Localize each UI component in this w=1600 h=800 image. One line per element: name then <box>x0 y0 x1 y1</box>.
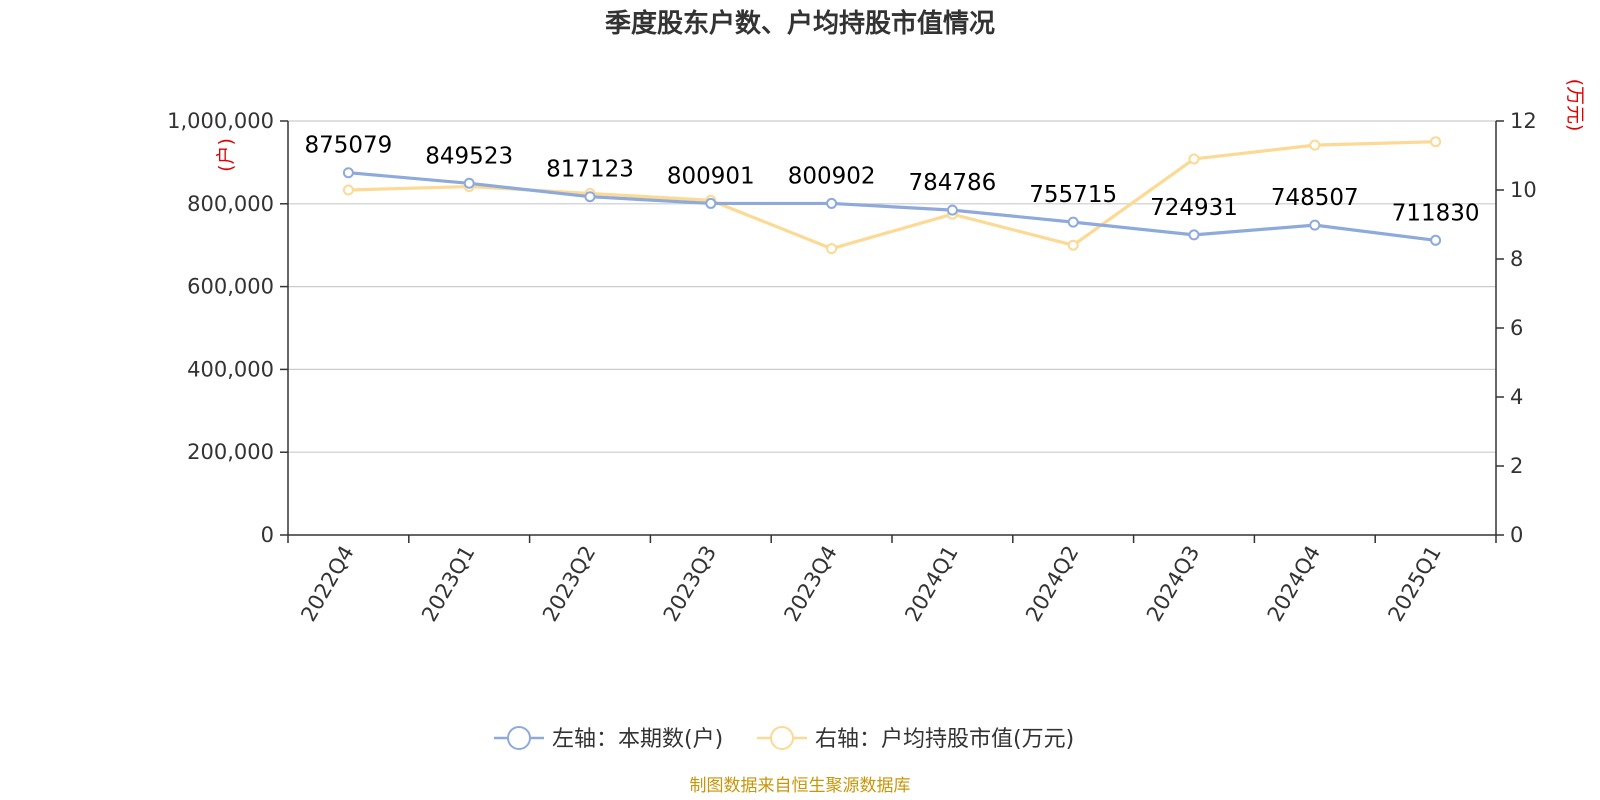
right-axis-tick-label: 10 <box>1510 178 1537 202</box>
grid-lines <box>288 120 1496 453</box>
data-point-right <box>826 243 838 255</box>
x-axis-tick-label: 2024Q2 <box>1021 542 1083 626</box>
legend-circle-icon <box>507 726 531 750</box>
legend-circle-icon <box>770 726 794 750</box>
chart-title: 季度股东户数、户均持股市值情况 <box>605 8 995 39</box>
left-axis-tick-label: 0 <box>261 523 274 547</box>
data-labels: 875079 849523 817123 800901 800902 784786 7557… <box>304 133 1479 227</box>
left-axis-tick-label: 200,000 <box>187 440 274 464</box>
x-axis-tick-label: 2023Q4 <box>779 542 841 626</box>
right-axis-tick-label: 12 <box>1510 109 1537 133</box>
x-axis-tick-label: 2023Q2 <box>538 542 600 626</box>
data-point-left <box>463 177 475 189</box>
data-label: 817123 <box>546 157 634 183</box>
data-point-right <box>1188 153 1200 165</box>
legend: 左轴：本期数(户) 右轴：户均持股市值(万元) <box>494 726 1074 752</box>
data-point-right <box>1309 139 1321 151</box>
data-point-left <box>705 197 717 209</box>
x-axis-tick-label: 2025Q1 <box>1383 542 1445 626</box>
data-label: 875079 <box>304 133 392 159</box>
data-point-left <box>826 197 838 209</box>
left-axis-tick-label: 600,000 <box>187 275 274 299</box>
series-line-left <box>348 171 1436 242</box>
x-axis-tick-label: 2024Q3 <box>1142 542 1204 626</box>
series <box>342 136 1442 255</box>
x-axis-tick-label: 2024Q4 <box>1263 542 1325 626</box>
data-point-left <box>342 167 354 179</box>
data-point-left <box>1067 216 1079 228</box>
right-axis-tick-label: 6 <box>1510 316 1523 340</box>
data-label: 711830 <box>1392 200 1480 226</box>
data-label: 724931 <box>1150 195 1238 221</box>
right-axis-unit: (万元) <box>1564 79 1586 132</box>
legend-label: 右轴：户均持股市值(万元) <box>815 727 1074 752</box>
data-label: 784786 <box>908 170 996 196</box>
x-axis-tick-label: 2023Q1 <box>417 542 479 626</box>
x-axis-tick-label: 2024Q1 <box>900 542 962 626</box>
data-label: 800901 <box>667 163 755 189</box>
data-point-left <box>1430 234 1442 246</box>
data-point-right <box>342 184 354 196</box>
data-point-left <box>946 204 958 216</box>
data-label: 849523 <box>425 143 513 169</box>
data-label: 755715 <box>1029 182 1117 208</box>
legend-item-right-axis: 右轴：户均持股市值(万元) <box>757 726 1074 752</box>
right-axis-tick-label: 4 <box>1510 385 1523 409</box>
right-axis-tick-label: 2 <box>1510 454 1523 478</box>
x-axis-tick-label: 2023Q3 <box>659 542 721 626</box>
data-point-left <box>1188 229 1200 241</box>
data-point-left <box>1309 219 1321 231</box>
left-axis-tick-label: 1,000,000 <box>167 109 274 133</box>
x-axis-tick-label: 2022Q4 <box>296 542 358 626</box>
legend-label: 左轴：本期数(户) <box>552 727 723 752</box>
right-axis-tick-label: 0 <box>1510 523 1523 547</box>
data-point-left <box>584 191 596 203</box>
data-label: 800902 <box>788 163 876 189</box>
left-axis-tick-label: 800,000 <box>187 192 274 216</box>
data-point-right <box>1430 136 1442 148</box>
left-axis-tick-label: 400,000 <box>187 357 274 381</box>
right-axis-tick-label: 8 <box>1510 247 1523 271</box>
left-axis-unit: (户) <box>215 138 237 172</box>
data-label: 748507 <box>1271 185 1359 211</box>
data-point-right <box>1067 239 1079 251</box>
source-note: 制图数据来自恒生聚源数据库 <box>690 776 911 796</box>
legend-item-left-axis: 左轴：本期数(户) <box>494 726 723 752</box>
